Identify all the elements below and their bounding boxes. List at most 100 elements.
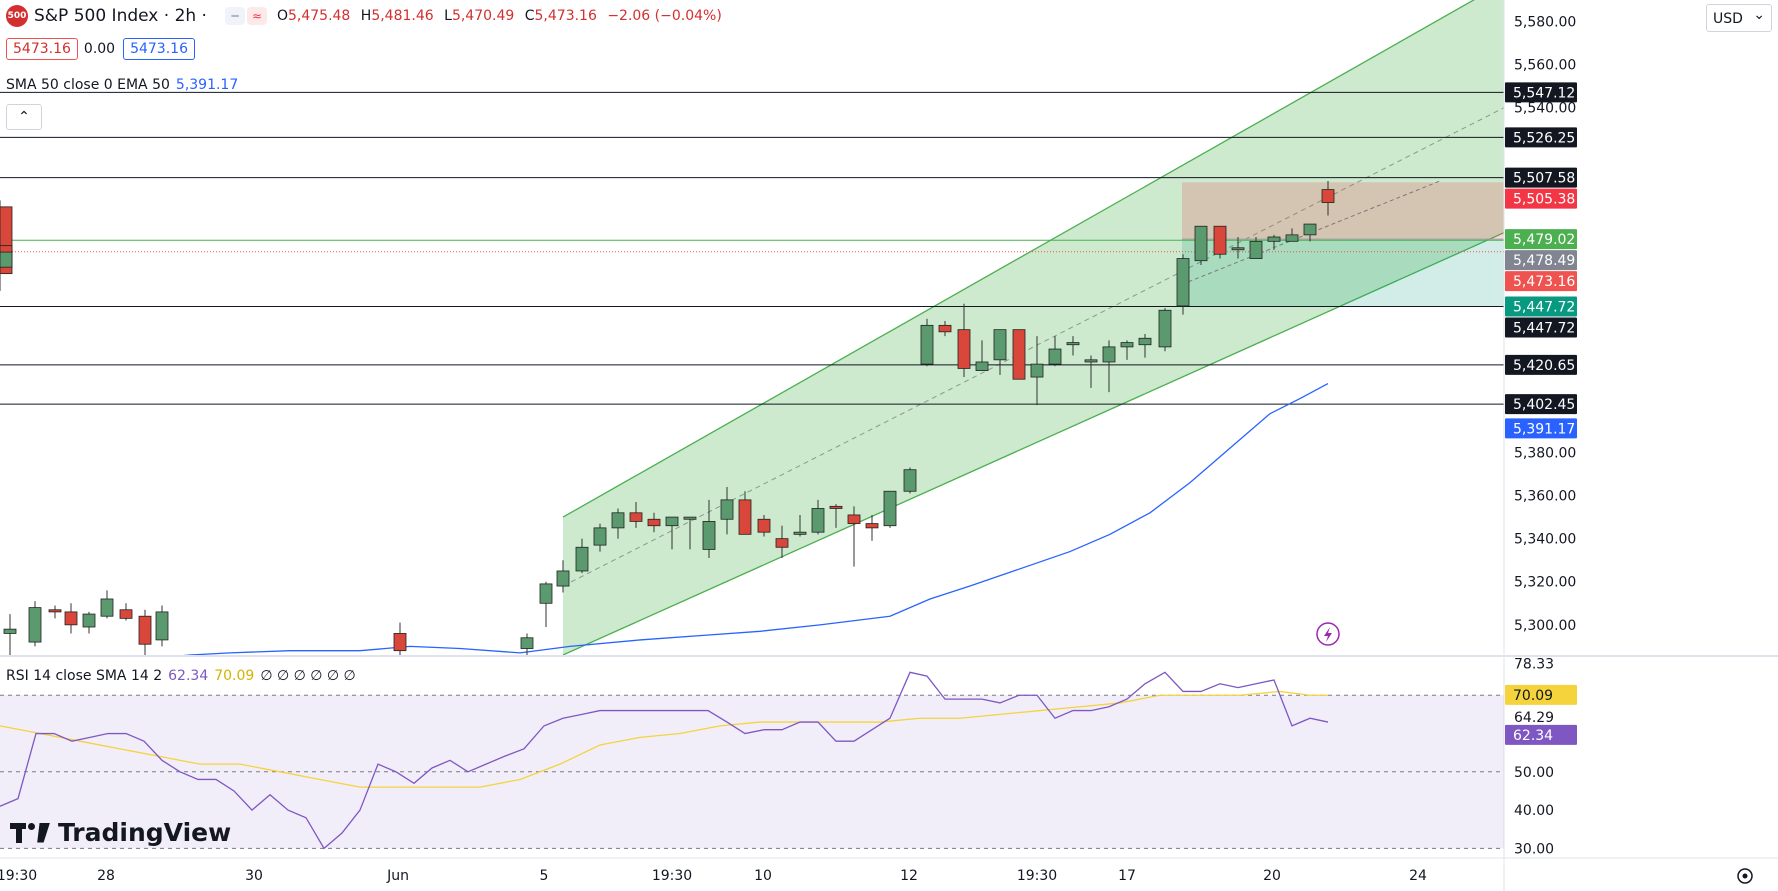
time-tick-label: 19:30 — [1017, 868, 1057, 884]
time-tick-label: 10 — [754, 868, 772, 884]
price-tag-bg — [1505, 394, 1577, 415]
price-tag: 5,526.25 — [1505, 127, 1577, 148]
ohlc-readout: O5,475.48 H5,481.46 L5,470.49 C5,473.16 … — [276, 8, 722, 24]
candle — [1012, 329, 1026, 380]
candle-body — [865, 523, 879, 529]
visibility-icon[interactable]: ━ — [224, 7, 245, 25]
candle-body — [100, 598, 114, 617]
candle — [793, 514, 807, 537]
candle — [593, 523, 607, 552]
chevron-up-icon: ⌃ — [18, 109, 30, 125]
candle — [138, 609, 152, 655]
candle — [720, 486, 734, 535]
buy-button[interactable]: 5473.16 — [123, 38, 195, 60]
rsi-name: RSI 14 close SMA 14 2 — [6, 668, 163, 684]
tradingview-logo[interactable]: TradingView — [10, 818, 231, 847]
candle-body — [556, 570, 570, 587]
candle-body — [957, 329, 971, 369]
price-pane — [0, 0, 1504, 655]
candle-body — [393, 633, 407, 652]
candle — [119, 603, 133, 621]
candle — [100, 590, 114, 619]
brand-name: TradingView — [58, 818, 232, 847]
candle — [757, 514, 771, 537]
gear-icon — [1737, 868, 1753, 884]
rsi-legend[interactable]: RSI 14 close SMA 14 2 62.34 70.09 ∅ ∅ ∅ ∅ ∅… — [6, 668, 356, 684]
price-tag-label: 5,447.72 — [1513, 300, 1575, 316]
candle — [811, 499, 825, 535]
candle-body — [665, 516, 679, 527]
trade-buttons: 5473.16 0.00 5473.16 — [6, 38, 201, 60]
price-tag: 5,402.45 — [1505, 394, 1577, 415]
rsi-sma-line — [0, 690, 1328, 788]
lightning-glyph — [1324, 627, 1332, 642]
price-tag-bg — [1505, 127, 1577, 148]
candle — [1231, 237, 1245, 259]
price-tick-label: 5,540.00 — [1514, 101, 1576, 117]
candle-body — [757, 518, 771, 533]
candle-body — [647, 518, 661, 527]
price-tag-bg — [1505, 188, 1577, 209]
candle — [702, 499, 716, 559]
time-tick-label: 17 — [1118, 868, 1136, 884]
candle-body — [64, 611, 78, 626]
candle-body — [155, 611, 169, 641]
candle-body — [1084, 359, 1098, 363]
candle — [520, 633, 534, 655]
indicator-legend[interactable]: SMA 50 close 0 EMA 50 5,391.17 — [6, 77, 238, 93]
gear-center — [1742, 873, 1748, 879]
spread-value: 0.00 — [83, 41, 116, 57]
candle — [1048, 336, 1062, 367]
price-tag-bg — [1505, 271, 1577, 292]
time-tick-label: 12 — [900, 868, 918, 884]
rsi-extra-values: ∅ ∅ ∅ ∅ ∅ ∅ — [260, 668, 356, 684]
price-tag: 5,479.02 — [1505, 229, 1577, 250]
sell-button[interactable]: 5473.16 — [6, 38, 78, 60]
candle — [1285, 228, 1299, 242]
price-tag-label: 5,420.65 — [1513, 358, 1575, 374]
price-tag-bg — [1505, 684, 1577, 705]
candle-body — [1048, 348, 1062, 365]
candle — [829, 504, 843, 528]
rsi-tag: 62.34 — [1505, 724, 1577, 745]
price-tick-label: 5,320.00 — [1514, 575, 1576, 591]
candle — [629, 502, 643, 528]
price-tag-bg — [1505, 296, 1577, 317]
symbol-title[interactable]: S&P 500 Index · 2h · — [34, 6, 207, 26]
price-tag-label: 70.09 — [1513, 688, 1553, 704]
indicator-toggles[interactable]: ━ ≈ — [224, 5, 269, 27]
wave-icon[interactable]: ≈ — [246, 7, 267, 25]
candle — [1176, 254, 1190, 315]
candle — [155, 605, 169, 647]
candle-body — [975, 361, 989, 371]
time-tick-label: 28 — [97, 868, 115, 884]
price-tag-label: 5,547.12 — [1513, 85, 1575, 101]
rsi-sma-value: 70.09 — [214, 668, 255, 684]
currency-select[interactable]: USD — [1706, 1, 1772, 32]
rsi-line — [0, 671, 1329, 850]
candle-body — [1249, 240, 1263, 259]
channel-upper-line — [562, 0, 1475, 518]
price-tag-label: 5,507.58 — [1513, 171, 1575, 187]
candle — [1213, 225, 1227, 259]
time-tick-label: 20 — [1263, 868, 1281, 884]
price-tag: 5,473.16 — [1505, 271, 1577, 292]
candle-body — [28, 607, 42, 643]
candle-body — [629, 512, 643, 522]
candle-body — [0, 249, 13, 268]
candle — [1158, 308, 1172, 352]
time-tick-label: 19:30 — [652, 868, 692, 884]
candle-body — [0, 245, 13, 253]
candle-body — [1066, 342, 1080, 346]
price-tag-bg — [1505, 82, 1577, 103]
candle-body — [683, 516, 697, 520]
candle-body — [539, 583, 553, 604]
collapse-legend-button[interactable]: ⌃ — [6, 104, 42, 130]
candle — [64, 603, 78, 634]
price-tag: 5,505.38 — [1505, 188, 1577, 209]
candle — [1120, 340, 1134, 360]
price-tag: 5,447.72 — [1505, 317, 1577, 338]
stop-zone — [1182, 239, 1504, 307]
candle — [393, 622, 407, 655]
